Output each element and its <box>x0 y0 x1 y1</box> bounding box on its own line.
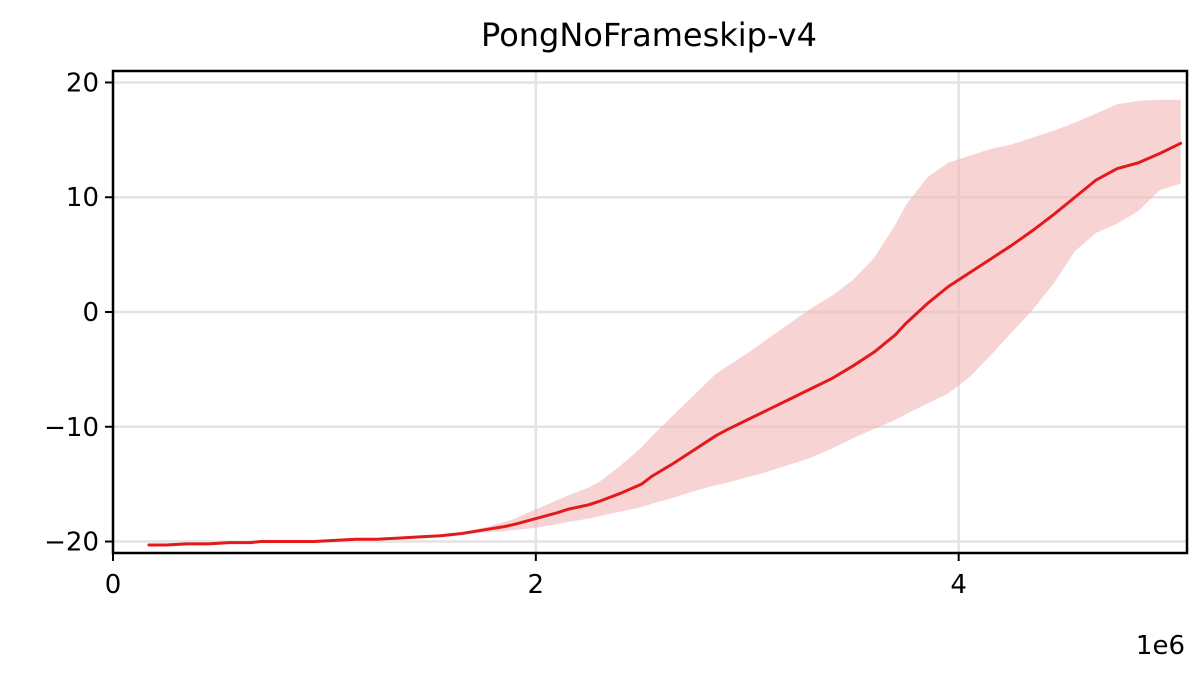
chart-title: PongNoFrameskip-v4 <box>481 16 817 54</box>
y-tick-label: 0 <box>82 298 99 328</box>
series-line-layer <box>147 141 1183 547</box>
x-axis-scale-label: 1e6 <box>1136 631 1185 661</box>
y-tick-label: −10 <box>44 413 99 443</box>
y-tick-label: −20 <box>44 528 99 558</box>
confidence-band-layer <box>148 99 1181 545</box>
x-tick-label: 2 <box>528 570 545 600</box>
confidence-band <box>148 99 1181 545</box>
series-line <box>147 141 1183 547</box>
y-tick-label: 20 <box>66 68 99 98</box>
x-tick-label: 4 <box>950 570 967 600</box>
x-tick-label: 0 <box>105 570 122 600</box>
y-tick-label: 10 <box>66 183 99 213</box>
